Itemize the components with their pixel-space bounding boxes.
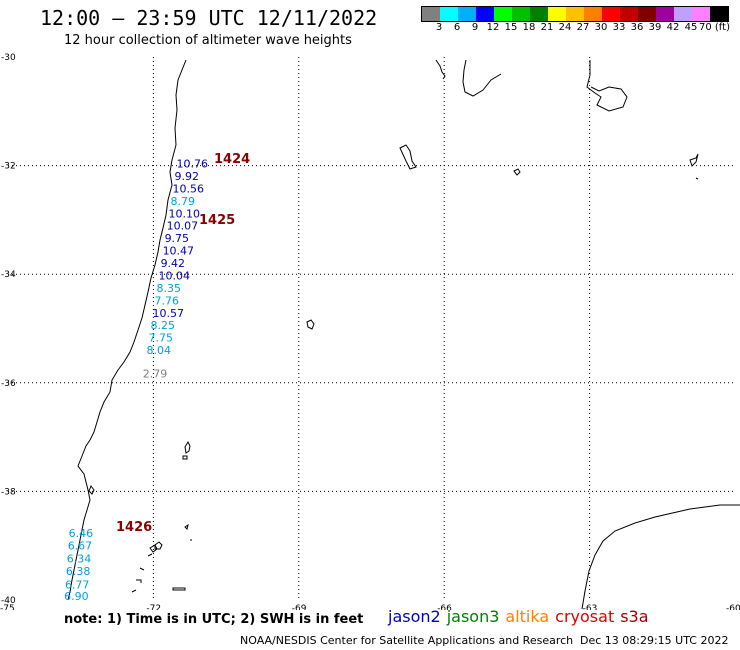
legend-label: 21	[540, 22, 554, 33]
legend-swatch	[530, 7, 548, 21]
wave-height-legend-labels: 3 6 9 12 15 18 21 24 27 30 33 36 39 42 45 70 (ft)	[421, 22, 740, 34]
wave-height-value: 6.38	[66, 565, 91, 578]
longitude-label: -69	[292, 604, 307, 610]
longitude-label: -66	[437, 604, 452, 610]
latitude-label: -36	[1, 379, 16, 389]
wave-height-value: 2.79	[143, 368, 168, 381]
legend-swatch	[548, 7, 566, 21]
wave-height-value: 9.75	[165, 232, 190, 245]
latitude-label: -38	[1, 487, 16, 497]
legend-swatch	[476, 7, 494, 21]
longitude-label: -72	[146, 604, 161, 610]
lat-lon-grid	[8, 57, 735, 600]
legend-swatch	[494, 7, 512, 21]
wave-height-value: 6.90	[64, 590, 89, 603]
legend-swatch	[566, 7, 584, 21]
legend-label: 24	[558, 22, 572, 33]
legend-swatch	[512, 7, 530, 21]
legend-label: 15	[504, 22, 518, 33]
longitude-label: -75	[0, 604, 15, 610]
legend-swatch	[422, 7, 440, 21]
legend-label: 6	[453, 22, 461, 33]
legend-swatch	[584, 7, 602, 21]
wave-height-color-legend	[421, 6, 729, 22]
wave-height-value: 10.76	[177, 157, 209, 170]
legend-label: 39	[648, 22, 662, 33]
credit-line: NOAA/NESDIS Center for Satellite Applica…	[240, 634, 574, 647]
satellite-legend-item: s3a	[620, 607, 649, 626]
legend-label: 12	[486, 22, 500, 33]
orbit-pass-label: 1425	[199, 213, 235, 228]
wave-height-value: 7.75	[149, 332, 174, 345]
wave-height-value: 10.04	[159, 269, 191, 282]
legend-swatch	[674, 7, 692, 21]
latitude-label: -30	[1, 53, 16, 63]
latitude-label: -40	[1, 596, 16, 606]
legend-label: 27	[576, 22, 590, 33]
generation-timestamp: Dec 13 08:29:15 UTC 2022	[580, 634, 729, 647]
legend-swatch	[710, 7, 728, 21]
legend-swatch	[692, 7, 710, 21]
legend-swatch	[602, 7, 620, 21]
legend-label: 45	[684, 22, 698, 33]
wave-height-value: 7.76	[155, 294, 180, 307]
footnote: note: 1) Time is in UTC; 2) SWH is in fe…	[64, 612, 364, 627]
axis-labels: -30 -32 -34 -36 -38 -40-75 -72 -69 -66 -63 -60	[0, 53, 740, 610]
wave-height-value: 10.56	[173, 182, 205, 195]
wave-height-value: 6.34	[67, 553, 92, 566]
map-subtitle: 12 hour collection of altimeter wave hei…	[64, 33, 352, 48]
legend-label: 18	[522, 22, 536, 33]
legend-label: 9	[471, 22, 479, 33]
wave-height-value: 6.46	[69, 527, 94, 540]
wave-height-value: 10.47	[163, 244, 195, 257]
latitude-label: -32	[1, 162, 16, 172]
wave-height-value: 10.10	[169, 207, 201, 220]
legend-label: 30	[594, 22, 608, 33]
map-title: 12:00 – 23:59 UTC 12/11/2022	[40, 6, 378, 30]
wave-height-value: 10.57	[153, 307, 185, 320]
altimeter-map: 10.769.9210.568.7910.1010.079.7510.479.4…	[0, 53, 740, 610]
legend-label: 33	[612, 22, 626, 33]
satellite-legend-item: jason3	[446, 607, 500, 626]
satellite-legend-item: cryosat	[555, 607, 615, 626]
latitude-label: -34	[1, 270, 16, 280]
orbit-pass-label: 1426	[116, 520, 152, 535]
orbit-pass-label: 1424	[214, 152, 250, 167]
legend-swatch	[656, 7, 674, 21]
wave-height-value: 6.77	[65, 578, 90, 591]
legend-swatch	[620, 7, 638, 21]
legend-label: 70 (ft)	[699, 22, 730, 33]
wave-height-value: 8.25	[151, 319, 176, 332]
longitude-label: -63	[583, 604, 598, 610]
wave-height-value: 8.04	[147, 344, 172, 357]
satellite-legend-item: jason2	[388, 607, 441, 626]
legend-label: 3	[435, 22, 443, 33]
legend-swatch	[458, 7, 476, 21]
wave-height-value: 9.42	[161, 257, 186, 270]
legend-swatch	[638, 7, 656, 21]
satellite-legend-item: altika	[505, 607, 550, 626]
coastline	[67, 59, 740, 610]
longitude-label: -60	[726, 604, 740, 610]
legend-swatch	[440, 7, 458, 21]
wave-height-observations: 10.769.9210.568.7910.1010.079.7510.479.4…	[64, 157, 208, 603]
wave-height-value: 8.35	[157, 282, 182, 295]
legend-label: 36	[630, 22, 644, 33]
wave-height-value: 6.67	[68, 540, 93, 553]
satellite-legend: jason2 jason3 altika cryosat s3a	[388, 607, 655, 626]
wave-height-value: 8.79	[171, 195, 196, 208]
legend-label: 42	[666, 22, 680, 33]
wave-height-value: 10.07	[167, 219, 199, 232]
orbit-pass-labels: 1424 1425 1426	[116, 152, 250, 535]
wave-height-value: 9.92	[175, 170, 200, 183]
